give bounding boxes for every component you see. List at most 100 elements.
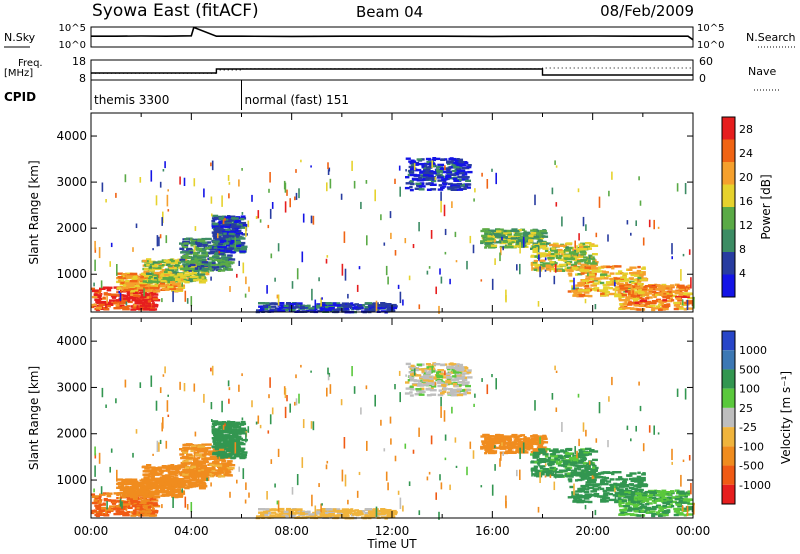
scatter-cell	[229, 242, 233, 245]
scatter-cell	[437, 176, 444, 179]
scatter-cell	[640, 287, 648, 290]
scatter-cell	[626, 303, 633, 306]
scatter-cell	[191, 482, 198, 486]
scatter-cell	[491, 232, 499, 235]
scatter-cell	[507, 229, 513, 233]
scatter-cell	[539, 261, 544, 264]
scatter-cell	[93, 289, 99, 292]
scatter-cell	[129, 287, 138, 290]
scatter-cell	[151, 302, 155, 305]
scatter-cell	[456, 369, 464, 372]
scatter-cell	[364, 514, 369, 518]
scatter-cell	[531, 261, 533, 271]
scatter-cell	[530, 231, 539, 235]
scatter-cell	[120, 487, 125, 490]
scatter-cell	[533, 474, 538, 477]
scatter-cell	[224, 473, 231, 477]
scatter-cell	[275, 513, 279, 516]
scatter-cell	[314, 299, 317, 312]
scatter-cell	[533, 259, 539, 263]
scatter-cell	[461, 178, 469, 181]
scatter-cell	[204, 263, 210, 267]
scatter-cell	[609, 277, 614, 281]
scatter-cell	[213, 244, 222, 247]
scatter-cell	[597, 280, 602, 283]
scatter-cell	[493, 446, 499, 450]
scatter-cell	[581, 263, 587, 267]
scatter-cell	[473, 198, 475, 202]
scatter-cell	[353, 180, 356, 189]
scatter-cell	[440, 200, 442, 213]
scatter-cell	[320, 514, 326, 517]
nave-series-line	[91, 67, 693, 74]
scatter-cell	[505, 295, 507, 303]
scatter-cell	[211, 469, 216, 472]
scatter-cell	[241, 233, 248, 236]
scatter-cell	[630, 284, 633, 295]
scatter-cell	[410, 182, 415, 186]
scatter-cell	[552, 470, 558, 473]
scatter-cell	[511, 240, 515, 243]
scatter-cell	[284, 182, 287, 193]
scatter-cell	[528, 440, 536, 443]
scatter-cell	[125, 478, 133, 481]
scatter-cell	[619, 282, 624, 285]
scatter-cell	[168, 482, 175, 485]
scatter-cell	[334, 510, 341, 513]
scatter-cell	[222, 230, 230, 234]
scatter-cell	[518, 245, 525, 248]
scatter-cell	[326, 255, 329, 258]
scatter-cell	[416, 158, 423, 161]
scatter-cell	[453, 186, 457, 189]
scatter-cell	[443, 383, 449, 386]
scatter-cell	[170, 281, 175, 284]
scatter-cell	[551, 453, 556, 456]
scatter-cell	[94, 291, 101, 294]
scatter-cell	[96, 306, 102, 309]
scatter-cell	[590, 262, 598, 265]
scatter-cell	[642, 266, 646, 269]
scatter-cell	[451, 201, 453, 208]
scatter-cell	[162, 169, 165, 172]
scatter-cell	[580, 268, 587, 271]
scatter-cell	[235, 244, 244, 248]
scatter-cell	[426, 188, 432, 191]
scatter-cell	[591, 264, 597, 268]
scatter-cell	[558, 254, 563, 258]
scatter-cell	[686, 294, 691, 297]
scatter-cell	[657, 303, 662, 307]
scatter-cell	[587, 280, 595, 284]
scatter-cell	[179, 176, 181, 185]
scatter-cell	[680, 303, 687, 306]
scatter-cell	[481, 440, 488, 443]
scatter-cell	[418, 390, 426, 393]
scatter-cell	[148, 266, 152, 270]
scatter-cell	[390, 232, 392, 240]
scatter-cell	[106, 295, 108, 304]
scatter-cell	[449, 278, 451, 285]
scatter-cell	[460, 389, 465, 392]
scatter-cell	[183, 177, 186, 187]
scatter-cell	[228, 249, 233, 252]
scatter-cell	[582, 289, 591, 292]
scatter-cell	[557, 269, 563, 272]
scatter-cell	[526, 448, 531, 451]
scatter-cell	[565, 246, 573, 250]
scatter-cell	[409, 180, 414, 183]
scatter-cell	[177, 485, 186, 489]
scatter-cell	[533, 248, 537, 251]
scatter-cell	[394, 178, 396, 185]
scatter-cell	[511, 446, 515, 449]
scatter-cell	[431, 381, 437, 384]
scatter-cell	[441, 170, 448, 174]
scatter-cell	[530, 469, 538, 472]
scatter-cell	[294, 509, 299, 512]
scatter-cell	[530, 461, 539, 464]
scatter-cell	[430, 188, 437, 191]
scatter-cell	[454, 384, 459, 388]
scatter-cell	[466, 260, 468, 270]
scatter-cell	[500, 234, 506, 237]
scatter-cell	[191, 272, 198, 275]
